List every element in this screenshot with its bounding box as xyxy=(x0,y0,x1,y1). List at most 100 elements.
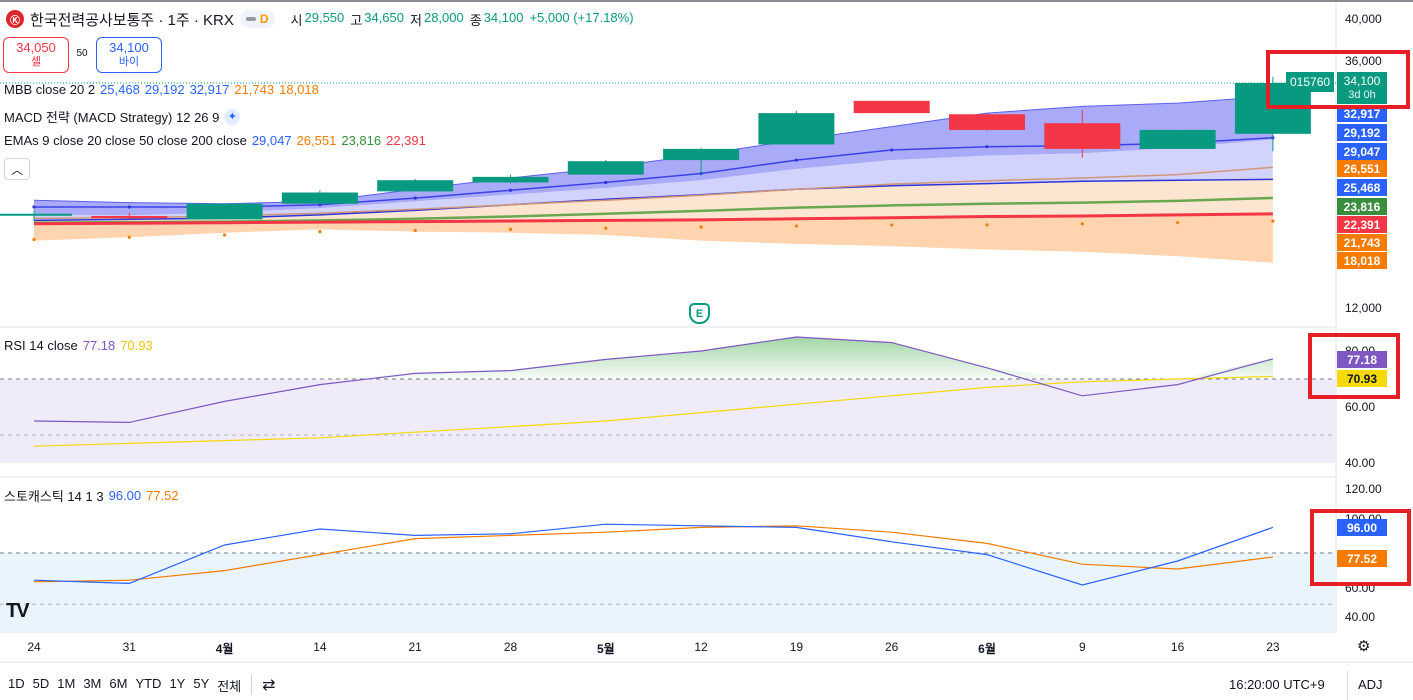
timeframe-button[interactable]: 1M xyxy=(57,675,76,691)
stoch-value-tag: 77.52 xyxy=(1337,550,1387,567)
rsi-line xyxy=(33,336,1274,424)
candle-body[interactable] xyxy=(853,100,930,114)
legend-macd-strategy[interactable]: MACD 전략 (MACD Strategy) 12 26 9 ✦ xyxy=(4,107,241,126)
mbb-point xyxy=(890,148,894,152)
legend-stoch-name: 스토캐스틱 14 1 3 xyxy=(4,489,104,504)
candle-body[interactable] xyxy=(567,161,644,175)
stoch-k-line xyxy=(33,523,1274,586)
mbb-lower-point xyxy=(604,226,608,230)
last-price: 34,100 xyxy=(1343,74,1381,88)
toolbar-divider xyxy=(251,675,253,695)
timezone-clock[interactable]: 16:20:00 UTC+9 xyxy=(1229,677,1325,692)
mbb-point xyxy=(127,205,131,209)
ohlc-value: +5,000 (+17.18%) xyxy=(529,9,634,25)
mbb-lower-point xyxy=(985,223,989,227)
mbb-point xyxy=(413,196,417,200)
timeframe-button[interactable]: 1Y xyxy=(169,675,186,691)
candle-body[interactable] xyxy=(472,176,549,183)
legend-stoch-value: 77.52 xyxy=(146,488,179,503)
timeframe-button[interactable]: 6M xyxy=(109,675,128,691)
candle-body[interactable] xyxy=(281,192,358,204)
chevron-up-icon: ︿ xyxy=(10,162,23,177)
candle-body[interactable] xyxy=(186,203,263,220)
toolbar-divider xyxy=(1347,670,1348,700)
timeframe-button[interactable]: 3M xyxy=(83,675,102,691)
legend-mbb-value: 21,743 xyxy=(234,82,275,97)
highlight-box-rsi xyxy=(1308,333,1400,399)
sparkle-icon[interactable]: ✦ xyxy=(224,108,241,125)
time-axis-label: 16 xyxy=(1170,640,1185,654)
price-value-tag: 29,192 xyxy=(1337,124,1387,141)
time-axis-label: 12 xyxy=(694,640,708,654)
legend-mbb-value: 32,917 xyxy=(189,82,230,97)
mbb-lower-point xyxy=(32,237,36,242)
legend-mbb-value: 25,468 xyxy=(100,82,140,97)
symbol-header: Ⓚ 한국전력공사보통주 · 1주 · KRX D 시 29,550 고 34,650 저… xyxy=(6,8,638,30)
legend-stochastic[interactable]: 스토캐스틱 14 1 3 96.00 77.52 xyxy=(4,486,179,505)
timeframe-button[interactable]: YTD xyxy=(135,675,162,691)
collapse-legend-button[interactable]: ︿ xyxy=(4,158,30,180)
adjust-toggle[interactable]: ADJ xyxy=(1358,677,1383,692)
legend-rsi[interactable]: RSI 14 close 77.18 70.93 xyxy=(4,338,153,353)
mbb-lower-point xyxy=(508,227,513,231)
mbb-lower-point xyxy=(794,224,799,228)
legend-emas-value: 23,816 xyxy=(341,133,382,148)
candle-body[interactable] xyxy=(91,215,168,219)
candle-body[interactable] xyxy=(1139,129,1216,149)
legend-rsi-value: 70.93 xyxy=(120,338,153,353)
bollinger-mid-fill xyxy=(34,139,1273,221)
gear-icon[interactable]: ⚙ xyxy=(1357,638,1371,655)
timeframe-button[interactable]: 5Y xyxy=(193,675,210,691)
bollinger-lower-fill xyxy=(34,213,1273,263)
legend-mbb[interactable]: MBB close 20 2 25,468 29,192 32,917 21,743 1… xyxy=(4,82,319,97)
price-value-tag: 25,468 xyxy=(1337,179,1387,196)
time-axis-label: 14 xyxy=(313,640,327,654)
tradingview-logo[interactable]: TV xyxy=(6,600,30,622)
candle-body[interactable] xyxy=(0,213,72,216)
rsi-band-fill xyxy=(0,379,1336,463)
time-axis-label: 31 xyxy=(122,640,136,654)
timeframe-button[interactable]: 전체 xyxy=(217,678,242,694)
sell-button[interactable]: 34,050 셀 xyxy=(3,37,69,73)
market-status-pill[interactable]: D xyxy=(239,10,275,28)
legend-emas[interactable]: EMAs 9 close 20 close 50 close 200 close… xyxy=(4,133,426,148)
candle-body[interactable] xyxy=(949,114,1025,130)
compare-icon[interactable]: ⇄ xyxy=(262,677,276,694)
rsi-value-tag: 77.18 xyxy=(1337,351,1387,368)
legend-emas-value: 29,047 xyxy=(251,133,292,148)
legend-mbb-value: 18,018 xyxy=(279,82,319,97)
sell-price: 34,050 xyxy=(16,40,56,55)
rsi-ma-line xyxy=(33,375,1273,447)
timeframe-button[interactable]: 5D xyxy=(32,675,50,691)
ohlc-key: 종 xyxy=(469,12,482,28)
symbol-title[interactable]: 한국전력공사보통주 · 1주 · KRX xyxy=(30,11,234,29)
legend-rsi-value: 77.18 xyxy=(82,338,116,353)
mbb-point xyxy=(32,205,36,209)
buy-button[interactable]: 34,100 바이 xyxy=(96,37,162,73)
mbb-point xyxy=(794,158,799,162)
price-value-tag: 29,047 xyxy=(1337,143,1387,160)
price-axis-label: 36,000 xyxy=(1345,54,1382,68)
ohlc-value: 28,000 xyxy=(423,9,464,25)
candle-body[interactable] xyxy=(663,148,740,161)
ema200-line xyxy=(33,212,1273,226)
price-axis-label: 12,000 xyxy=(1345,301,1382,315)
rsi-pane[interactable] xyxy=(0,336,1336,463)
candle-body[interactable] xyxy=(758,113,835,145)
candle-body[interactable] xyxy=(1044,123,1121,149)
stoch-value-tag: 96.00 xyxy=(1337,519,1387,536)
timeframe-button[interactable]: 1D xyxy=(8,675,25,691)
legend-mbb-name: MBB close 20 2 xyxy=(4,82,96,97)
rsi-axis-label: 60.00 xyxy=(1345,400,1376,414)
price-pane[interactable] xyxy=(0,76,1336,263)
mbb-lower-point xyxy=(127,235,131,239)
price-value-tag: 26,551 xyxy=(1337,160,1387,177)
price-value-tag: 22,391 xyxy=(1337,216,1387,233)
earnings-marker[interactable]: E xyxy=(689,303,710,324)
price-value-tag: 32,917 xyxy=(1337,105,1387,122)
candle-body[interactable] xyxy=(377,180,454,192)
mbb-lower-point xyxy=(699,225,703,229)
ohlc-value: 29,550 xyxy=(304,9,345,25)
stochastic-pane[interactable] xyxy=(0,523,1336,632)
